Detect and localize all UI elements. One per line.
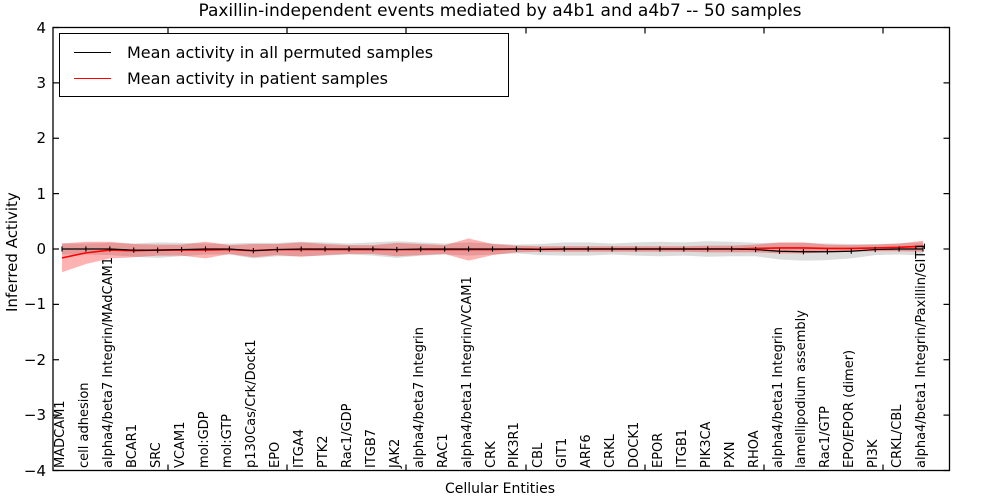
x-tick-label: ITGA4 (292, 428, 308, 468)
legend-label-patient: Mean activity in patient samples (127, 68, 388, 88)
x-tick-label: ITGB1 (674, 428, 690, 468)
x-tick-label: PTK2 (316, 435, 332, 468)
legend-line-permuted-icon (74, 51, 111, 53)
x-tick-label: EPOR (650, 432, 666, 468)
x-tick-label: BCAR1 (124, 424, 140, 468)
x-tick-label: ITGB7 (363, 428, 379, 468)
y-tick-label: 4 (36, 18, 46, 37)
x-axis-label: Cellular Entities (444, 481, 556, 497)
x-tick-label: PIK3R1 (507, 422, 523, 468)
x-tick-label: alpha4/beta7 Integrin/MAdCAM1 (100, 257, 116, 468)
legend-entry-patient: Mean activity in patient samples (74, 65, 508, 91)
x-tick-label: lamellipodium assembly (794, 310, 810, 468)
x-tick-label: GIT1 (555, 437, 571, 468)
x-tick-label: alpha4/beta1 Integrin/VCAM1 (459, 276, 475, 468)
x-tick-label: CRKL/CBL (890, 404, 906, 469)
x-tick-label: VCAM1 (172, 421, 188, 468)
x-tick-label: PXN (722, 441, 738, 468)
x-tick-label: SRC (148, 442, 164, 468)
x-tick-label: mol:GTP (220, 414, 236, 468)
legend-line-patient-icon (74, 77, 111, 79)
y-tick-label: 2 (36, 129, 46, 148)
y-tick-label: −3 (23, 406, 46, 425)
x-tick-label: ARF6 (579, 434, 595, 468)
x-tick-label: p130Cas/Crk/Dock1 (244, 339, 260, 468)
x-tick-label: CBL (531, 442, 547, 468)
y-tick-label: 1 (36, 184, 46, 203)
x-tick-label: cell adhesion (76, 382, 92, 468)
x-tick-label: Rac1/GDP (340, 403, 355, 468)
x-tick-label: alpha4/beta7 Integrin (411, 326, 427, 468)
legend-entry-permuted: Mean activity in all permuted samples (74, 39, 508, 65)
x-tick-label: Rac1/GTP (818, 406, 834, 468)
y-tick-label: −2 (23, 350, 46, 369)
x-tick-label: DOCK1 (627, 421, 642, 468)
y-tick-label: −1 (23, 295, 46, 314)
legend: Mean activity in all permuted samples Me… (59, 33, 509, 97)
x-tick-label: PI3K (866, 439, 882, 468)
x-tick-label: CRK (483, 441, 499, 468)
x-tick-label: PIK3CA (698, 421, 714, 468)
y-tick-label: 0 (36, 240, 46, 258)
x-tick-label: mol:GDP (196, 411, 212, 468)
x-tick-label: RHOA (746, 430, 762, 468)
x-tick-label: MADCAM1 (53, 400, 68, 468)
x-tick-label: alpha4/beta1 Integrin/Paxillin/GIT1 (914, 242, 929, 468)
legend-label-permuted: Mean activity in all permuted samples (127, 42, 434, 62)
x-tick-label: JAK2 (387, 438, 403, 468)
y-tick-label: 3 (36, 73, 46, 92)
x-tick-label: RAC1 (435, 433, 451, 468)
x-tick-label: EPO/EPOR (dimer) (842, 349, 858, 468)
chart-title: Paxillin-independent events mediated by … (198, 1, 802, 21)
x-tick-label: EPO (268, 441, 284, 468)
y-tick-label: −4 (23, 461, 46, 480)
x-tick-label: alpha4/beta1 Integrin (770, 326, 786, 468)
x-tick-label: CRKL (603, 434, 619, 468)
